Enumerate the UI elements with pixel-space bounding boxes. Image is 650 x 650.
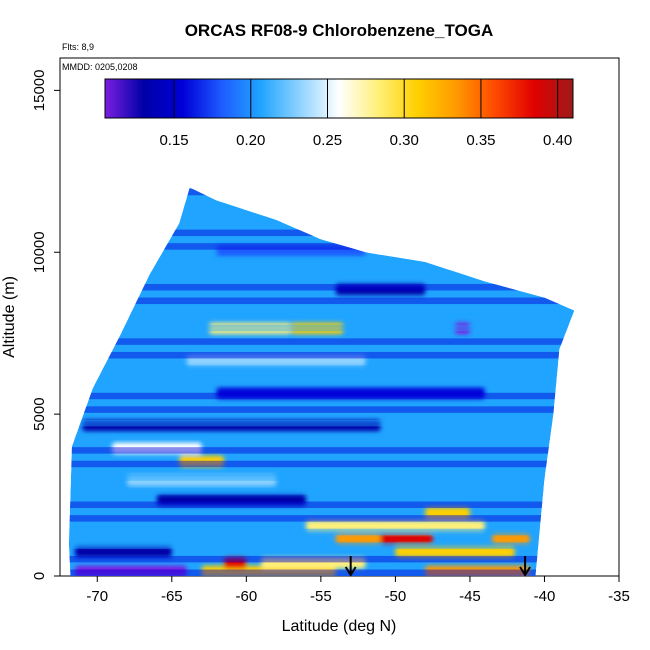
heatmap-stripe <box>68 297 575 305</box>
y-tick-label: 5000 <box>31 397 48 430</box>
x-axis-label: Latitude (deg N) <box>282 618 397 635</box>
heatmap-stripe <box>68 419 575 427</box>
x-tick-label: -40 <box>534 588 556 605</box>
heatmap-stripe <box>68 447 575 454</box>
heatmap-stripe <box>68 569 575 576</box>
heatmap-band <box>74 565 187 576</box>
heatmap-stripe <box>68 555 575 563</box>
heatmap-stripe <box>68 392 575 400</box>
x-tick-label: -45 <box>459 588 481 605</box>
down-arrow-marker <box>519 556 531 577</box>
heatmap-band <box>179 455 224 467</box>
heatmap-stripe <box>68 256 575 264</box>
heatmap-bands <box>74 245 530 576</box>
heatmap-band <box>305 520 485 532</box>
dates-annotation: MMDD: 0205,0208 <box>62 62 138 72</box>
arrow-head <box>344 566 357 577</box>
colorbar-tick-label: 0.20 <box>236 132 265 149</box>
heatmap-band <box>425 565 530 576</box>
heatmap-stripe <box>68 243 575 250</box>
heatmap-stripe <box>68 351 575 359</box>
heatmap-layer <box>68 187 575 576</box>
heatmap-stripe <box>68 338 575 345</box>
heatmap-stripe <box>68 433 575 441</box>
y-tick-label: 10000 <box>31 231 48 273</box>
x-tick-label: -65 <box>161 588 183 605</box>
heatmap-stripe <box>68 460 575 468</box>
x-tick-label: -35 <box>608 588 630 605</box>
y-axis: 0 5000 10000 15000 <box>31 70 60 580</box>
heatmap-band <box>492 533 530 545</box>
x-tick-label: -55 <box>310 588 332 605</box>
heatmap-stripe <box>68 501 575 509</box>
heatmap-band <box>186 355 366 367</box>
colorbar-tick-label: 0.25 <box>313 132 342 149</box>
x-tick-label: -50 <box>385 588 407 605</box>
heatmap-stripe <box>68 487 575 495</box>
flights-annotation: Flts: 8,9 <box>62 42 94 52</box>
heatmap-stripe <box>68 474 575 481</box>
heatmap-band <box>291 322 344 334</box>
heatmap-stripe <box>68 311 575 318</box>
heatmap-stripe <box>68 515 575 522</box>
colorbar-tick-label: 0.35 <box>466 132 495 149</box>
arrow-head <box>519 566 531 577</box>
x-tick-label: -60 <box>235 588 257 605</box>
colorbar-tick-label: 0.40 <box>543 132 572 149</box>
heatmap-band <box>82 419 381 432</box>
heatmap-band <box>112 442 202 454</box>
heatmap-band <box>455 322 470 334</box>
y-tick-label: 15000 <box>31 70 48 112</box>
heatmap-band <box>216 245 366 257</box>
colorbar-tick-label: 0.15 <box>159 132 188 149</box>
colorbar-ticks: 0.15 0.20 0.25 0.30 0.35 0.40 <box>159 79 572 149</box>
colorbar <box>104 78 574 119</box>
colorbar-tick-label: 0.30 <box>390 132 419 149</box>
chart-title: ORCAS RF08-9 Chlorobenzene_TOGA <box>185 21 494 40</box>
heatmap-stripe <box>68 270 575 277</box>
heatmap-band <box>216 387 485 399</box>
heatmap-band <box>261 557 366 569</box>
heatmap-band <box>380 533 433 545</box>
down-arrow-marker <box>344 556 357 577</box>
heatmap-band <box>425 507 470 519</box>
heatmap-stripe <box>68 542 575 549</box>
y-axis-label: Altitude (m) <box>1 276 18 358</box>
heatmap-stripe <box>68 324 575 332</box>
heatmap-stripe <box>68 528 575 536</box>
heatmap-stripe <box>68 379 575 386</box>
x-axis: -70 -65 -60 -55 -50 -45 -40 -35 <box>86 576 630 605</box>
heatmap-band <box>335 283 426 296</box>
arrow-markers <box>344 556 531 577</box>
heatmap-band <box>209 322 292 334</box>
heatmap-stripe <box>68 365 575 373</box>
heatmap-stripe <box>68 283 575 291</box>
y-tick-label: 0 <box>31 572 48 580</box>
x-tick-label: -70 <box>86 588 108 605</box>
heatmap-band <box>223 557 247 569</box>
heatmap-band <box>395 546 515 558</box>
heatmap-stripe <box>68 406 575 413</box>
heatmap-band <box>335 533 381 545</box>
heatmap-band <box>127 474 277 487</box>
heatmap-band <box>74 546 172 558</box>
heatmap-band <box>156 494 306 506</box>
